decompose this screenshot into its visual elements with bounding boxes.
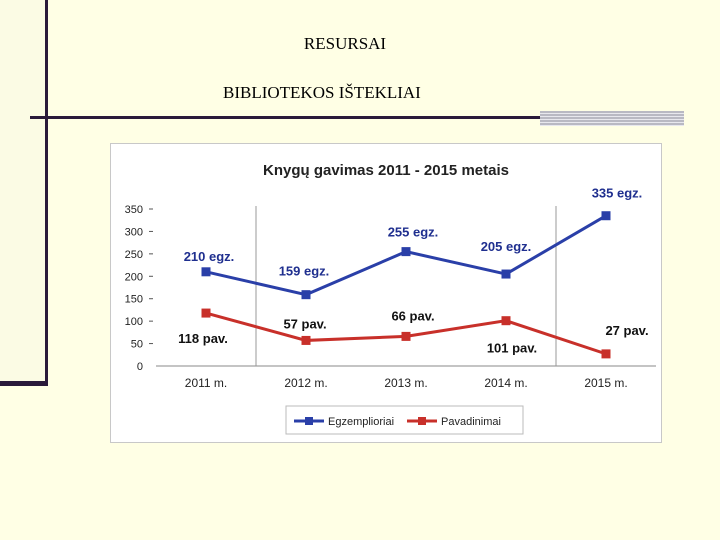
y-tick-label: 200: [125, 271, 143, 283]
legend-swatch-marker: [418, 417, 426, 425]
data-label: 255 egz.: [388, 225, 439, 240]
title-rule: [30, 116, 540, 119]
data-label: 205 egz.: [481, 239, 532, 254]
data-point-marker: [601, 349, 611, 359]
data-point-marker: [401, 247, 411, 257]
data-label: 101 pav.: [487, 341, 537, 356]
x-tick-label: 2013 m.: [384, 376, 427, 390]
x-tick-label: 2011 m.: [185, 376, 227, 390]
y-tick-label: 150: [125, 294, 143, 306]
y-tick-label: 0: [137, 361, 143, 373]
x-tick-label: 2015 m.: [584, 376, 627, 390]
legend-swatch-marker: [305, 417, 313, 425]
data-label: 210 egz.: [184, 249, 235, 264]
data-label: 118 pav.: [178, 331, 228, 346]
legend-label: Pavadinimai: [441, 416, 501, 428]
data-point-marker: [201, 308, 211, 318]
data-point-marker: [601, 211, 611, 221]
slide-title: RESURSAI: [303, 34, 387, 53]
y-tick-label: 350: [125, 204, 143, 216]
line-chart: Knygų gavimas 2011 - 2015 metais 0 50 100 15…: [125, 162, 656, 435]
y-tick-label: 250: [125, 249, 143, 261]
data-label: 66 pav.: [391, 308, 434, 323]
data-point-marker: [401, 331, 411, 341]
data-point-marker: [501, 316, 511, 326]
legend-box: [285, 405, 524, 435]
y-tick-label: 300: [125, 226, 143, 238]
y-tick-label: 50: [131, 339, 143, 351]
legend-label: Egzemplioriai: [328, 416, 394, 428]
data-label: 27 pav.: [605, 323, 648, 338]
chart-title: Knygų gavimas 2011 - 2015 metais: [263, 162, 509, 179]
data-label: 57 pav.: [283, 316, 326, 331]
title-rule-accent: [540, 111, 684, 126]
data-point-marker: [301, 335, 311, 345]
left-decor-bar: [0, 0, 48, 386]
slide-subtitle: BIBLIOTEKOS IŠTEKLIAI: [223, 83, 421, 102]
x-tick-label: 2014 m.: [484, 376, 527, 390]
chart-container: Knygų gavimas 2011 - 2015 metais 0 50 100 15…: [110, 143, 662, 443]
x-tick-label: 2012 m.: [284, 376, 327, 390]
data-label: 159 egz.: [279, 264, 330, 279]
data-point-marker: [201, 267, 211, 277]
y-tick-label: 100: [125, 316, 143, 328]
data-point-marker: [301, 290, 311, 300]
data-point-marker: [501, 269, 511, 279]
data-label: 335 egz.: [592, 186, 643, 201]
